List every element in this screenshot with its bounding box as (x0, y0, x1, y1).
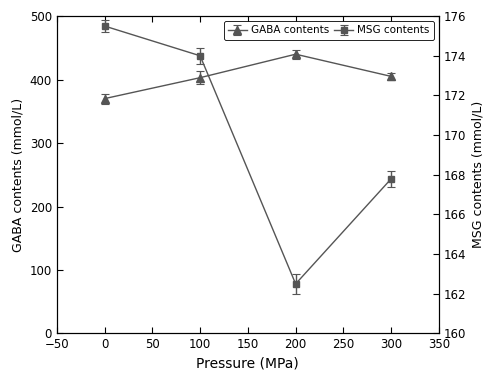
Legend: GABA contents, MSG contents: GABA contents, MSG contents (224, 21, 434, 40)
Y-axis label: GABA contents (mmol/L): GABA contents (mmol/L) (11, 98, 24, 252)
X-axis label: Pressure (MPa): Pressure (MPa) (196, 357, 299, 371)
Y-axis label: MSG contents (mmol/L): MSG contents (mmol/L) (472, 101, 485, 248)
